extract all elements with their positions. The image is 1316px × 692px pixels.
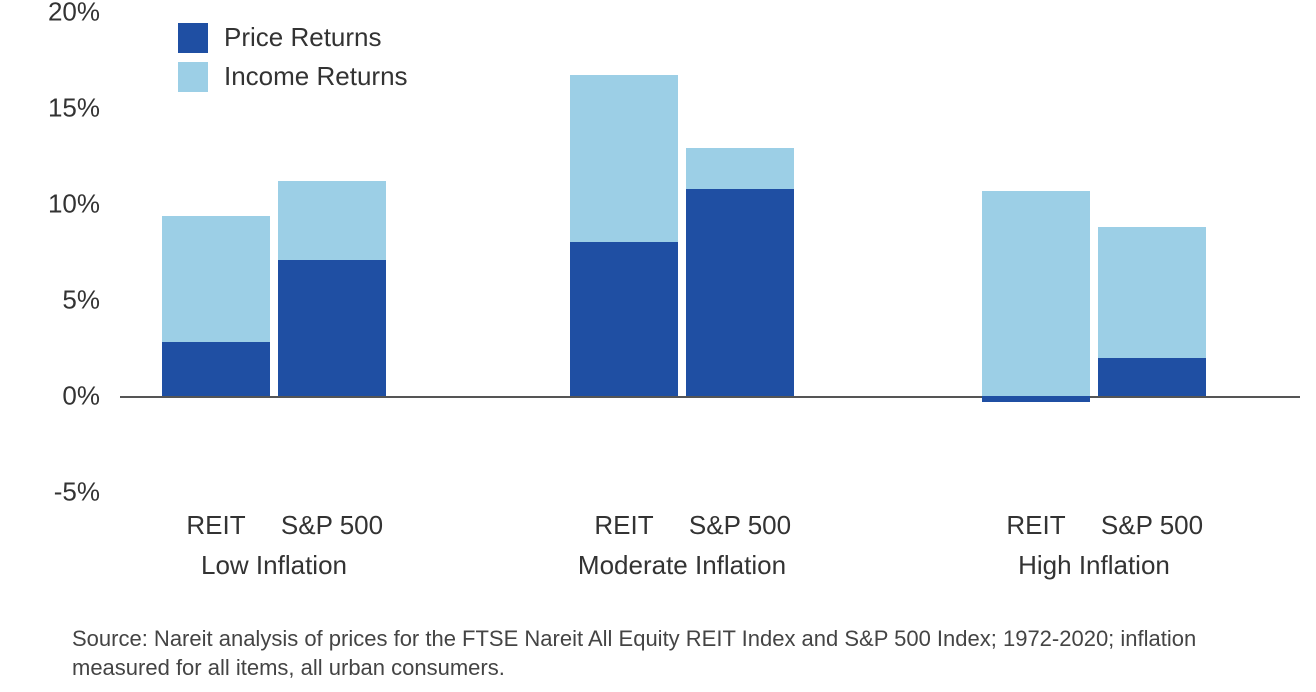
bar — [686, 12, 794, 492]
y-axis: -5%0%5%10%15%20% — [20, 12, 120, 492]
y-tick-label: 15% — [48, 93, 100, 124]
bar-segment-income — [278, 181, 386, 260]
chart-container: Price Returns Income Returns -5% 0% 5% 10% 1… — [20, 12, 1300, 567]
bar-segment-price — [570, 242, 678, 396]
bar-segment-price — [278, 260, 386, 396]
legend-swatch-income — [178, 62, 208, 92]
bar-segment-price — [162, 342, 270, 396]
x-bar-label: S&P 500 — [689, 510, 791, 541]
legend-label-price: Price Returns — [224, 22, 382, 53]
bar — [1098, 12, 1206, 492]
x-group-label: Moderate Inflation — [578, 550, 786, 581]
y-tick-label: 10% — [48, 189, 100, 220]
bar-segment-price — [1098, 358, 1206, 396]
x-bar-label: REIT — [186, 510, 245, 541]
y-tick-label: 20% — [48, 0, 100, 28]
source-note: Source: Nareit analysis of prices for th… — [72, 625, 1282, 682]
bar — [982, 12, 1090, 492]
x-group-label: Low Inflation — [201, 550, 347, 581]
legend-label-income: Income Returns — [224, 61, 408, 92]
bar-segment-income — [1098, 227, 1206, 358]
bar — [570, 12, 678, 492]
legend-swatch-price — [178, 23, 208, 53]
legend-item-income: Income Returns — [178, 61, 408, 92]
legend: Price Returns Income Returns — [178, 22, 408, 100]
bar-segment-income — [570, 75, 678, 242]
bar-segment-income — [982, 191, 1090, 396]
x-group-label: High Inflation — [1018, 550, 1170, 581]
x-bar-label: REIT — [1006, 510, 1065, 541]
legend-item-price: Price Returns — [178, 22, 408, 53]
x-bar-label: S&P 500 — [281, 510, 383, 541]
y-tick-label: 0% — [62, 381, 100, 412]
x-bar-label: S&P 500 — [1101, 510, 1203, 541]
x-bar-label: REIT — [594, 510, 653, 541]
bar-segment-income — [162, 216, 270, 343]
bar-segment-price — [982, 396, 1090, 402]
bar-segment-income — [686, 148, 794, 188]
y-tick-label: -5% — [54, 477, 100, 508]
y-tick-label: 5% — [62, 285, 100, 316]
bar-segment-price — [686, 189, 794, 396]
